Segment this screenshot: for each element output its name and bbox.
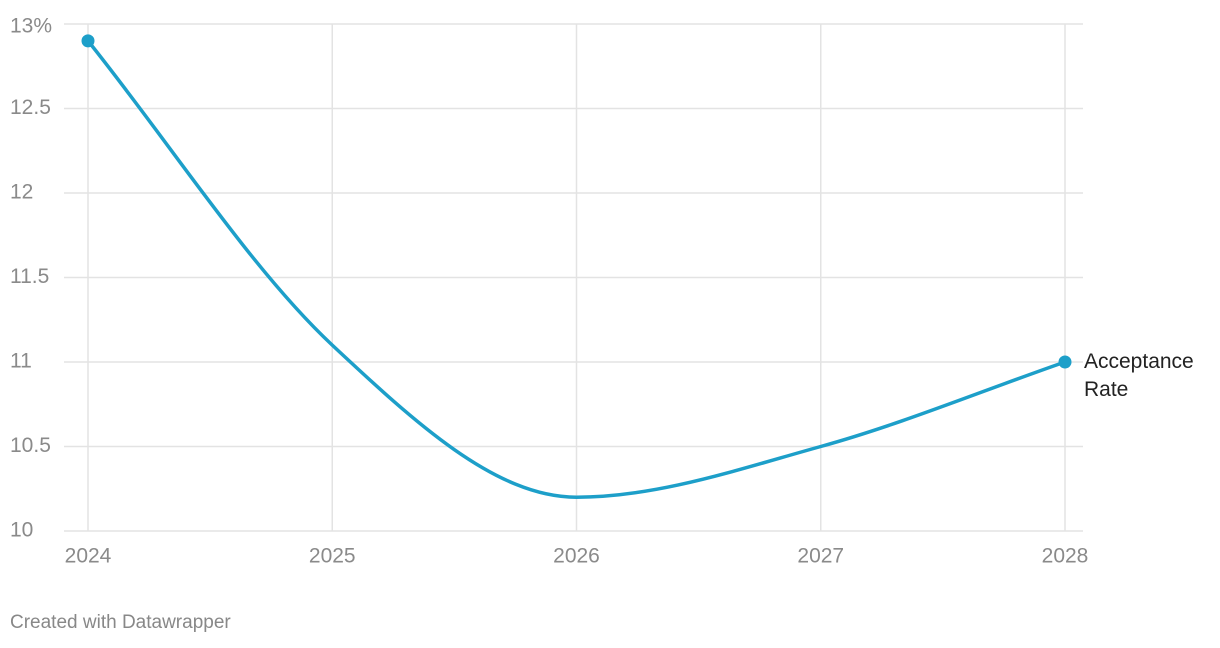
y-tick-label: 11.5 — [10, 265, 49, 288]
x-tick-label: 2027 — [797, 545, 844, 568]
point — [81, 34, 95, 48]
footer: Created with Datawrapper — [10, 612, 231, 633]
y-tick-label: 11 — [10, 350, 32, 373]
y-tick-label: 10 — [10, 519, 33, 542]
x-tick-label: 2024 — [65, 545, 112, 568]
x-tick-label: 2028 — [1042, 545, 1089, 568]
point — [1058, 355, 1072, 369]
y-tick-label: 12 — [10, 181, 33, 204]
y-tick-label: 10.5 — [10, 434, 51, 457]
y-tick-label: 12.5 — [10, 96, 51, 119]
x-tick-label: 2025 — [309, 545, 356, 568]
series-label: Acceptance Rate — [1084, 350, 1194, 401]
line — [86, 39, 1066, 499]
y-tick-label: 13% — [10, 14, 52, 37]
x-tick-label: 2026 — [553, 545, 600, 568]
